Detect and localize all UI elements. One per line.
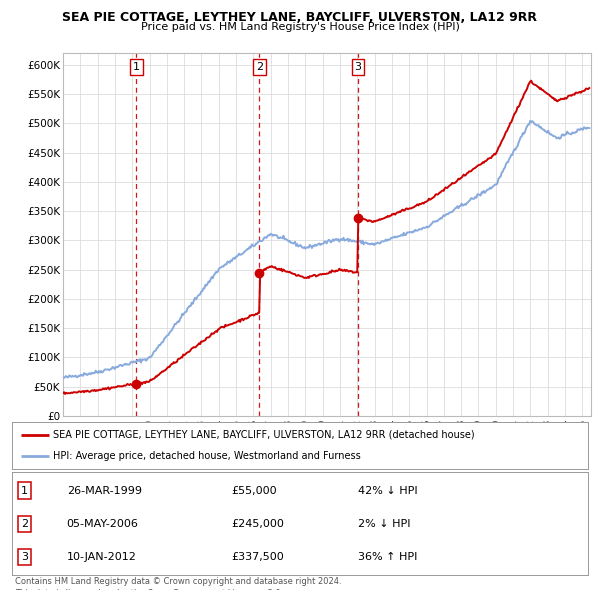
Text: 3: 3: [355, 62, 361, 72]
Text: HPI: Average price, detached house, Westmorland and Furness: HPI: Average price, detached house, West…: [53, 451, 361, 461]
Text: 10-JAN-2012: 10-JAN-2012: [67, 552, 137, 562]
Text: Contains HM Land Registry data © Crown copyright and database right 2024.
This d: Contains HM Land Registry data © Crown c…: [15, 577, 341, 590]
Text: 2: 2: [21, 519, 28, 529]
Text: £245,000: £245,000: [231, 519, 284, 529]
Text: SEA PIE COTTAGE, LEYTHEY LANE, BAYCLIFF, ULVERSTON, LA12 9RR: SEA PIE COTTAGE, LEYTHEY LANE, BAYCLIFF,…: [62, 11, 538, 24]
Text: SEA PIE COTTAGE, LEYTHEY LANE, BAYCLIFF, ULVERSTON, LA12 9RR (detached house): SEA PIE COTTAGE, LEYTHEY LANE, BAYCLIFF,…: [53, 430, 475, 440]
Text: £337,500: £337,500: [231, 552, 284, 562]
Text: £55,000: £55,000: [231, 486, 277, 496]
Text: Price paid vs. HM Land Registry's House Price Index (HPI): Price paid vs. HM Land Registry's House …: [140, 22, 460, 32]
Text: 36% ↑ HPI: 36% ↑ HPI: [358, 552, 417, 562]
Text: 05-MAY-2006: 05-MAY-2006: [67, 519, 139, 529]
Text: 1: 1: [21, 486, 28, 496]
Text: 1: 1: [133, 62, 140, 72]
Text: 2: 2: [256, 62, 263, 72]
Text: 42% ↓ HPI: 42% ↓ HPI: [358, 486, 417, 496]
Text: 3: 3: [21, 552, 28, 562]
Text: 2% ↓ HPI: 2% ↓ HPI: [358, 519, 410, 529]
Text: 26-MAR-1999: 26-MAR-1999: [67, 486, 142, 496]
